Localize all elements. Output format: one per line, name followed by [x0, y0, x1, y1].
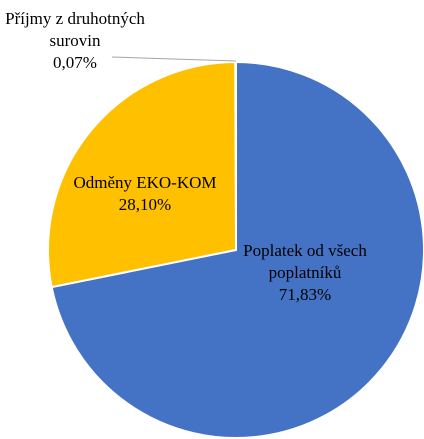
category-label: Poplatek od všech poplatníků	[243, 241, 367, 282]
value-label: 71,83%	[278, 285, 332, 304]
category-label: Příjmy z druhotných surovin	[5, 9, 145, 50]
data-label: Poplatek od všech poplatníků 71,83%	[240, 240, 370, 306]
data-label: Příjmy z druhotných surovin 0,07%	[5, 8, 145, 74]
data-label: Odměny EKO-KOM 28,10%	[70, 172, 220, 216]
value-label: 28,10%	[118, 195, 172, 214]
pie-slice	[47, 60, 238, 289]
value-label: 0,07%	[53, 53, 97, 72]
category-label: Odměny EKO-KOM	[73, 173, 217, 192]
leader-line	[111, 56, 237, 62]
pie-slice	[50, 60, 424, 439]
